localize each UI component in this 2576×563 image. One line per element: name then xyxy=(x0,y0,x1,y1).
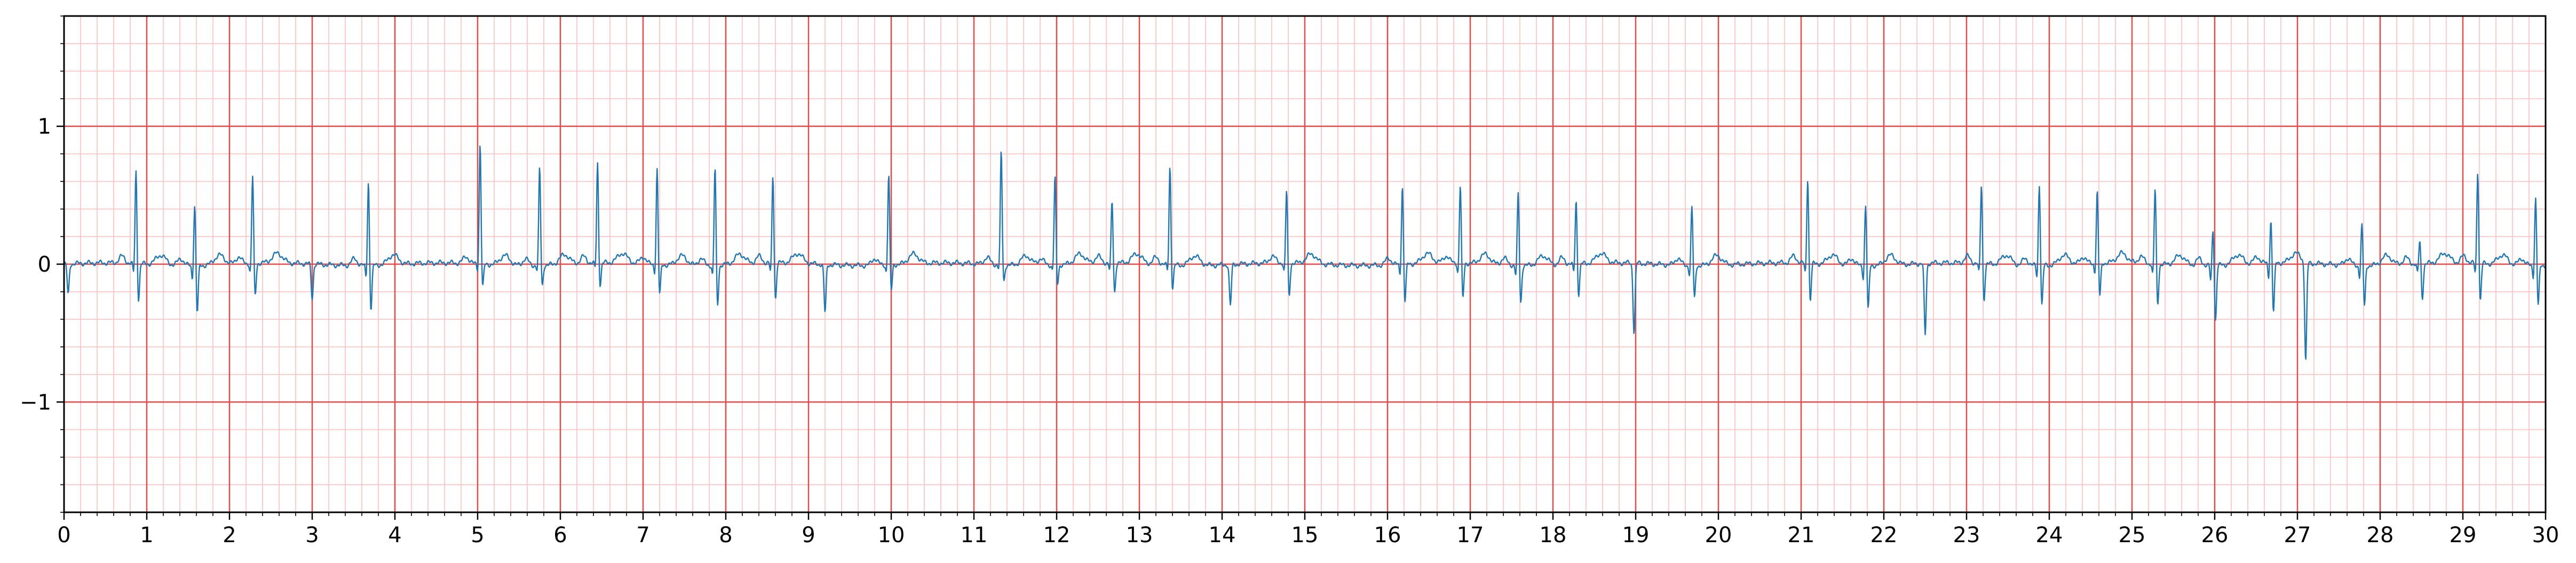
major-grid xyxy=(63,16,2547,512)
x-tick-label: 4 xyxy=(388,523,401,548)
x-tick-label: 24 xyxy=(2036,523,2063,548)
axis-ticks xyxy=(57,15,2547,520)
x-tick-label: 12 xyxy=(1043,523,1071,548)
y-tick-labels: −1 0 1 xyxy=(20,115,51,415)
x-tick-label: 29 xyxy=(2450,523,2477,548)
x-tick-label: 23 xyxy=(1953,523,1980,548)
y-tick-label: −1 xyxy=(20,390,51,415)
x-tick-label: 21 xyxy=(1788,523,1815,548)
x-tick-label: 10 xyxy=(878,523,905,548)
x-tick-label: 14 xyxy=(1209,523,1236,548)
x-tick-label: 16 xyxy=(1374,523,1401,548)
x-tick-label: 3 xyxy=(305,523,319,548)
y-tick-label: 0 xyxy=(38,252,51,277)
x-tick-labels: 0 1 2 3 4 5 6 7 8 9 10 11 12 13 14 15 16 17 18 19 20 21 22 23 24… xyxy=(57,523,2559,548)
y-tick-label: 1 xyxy=(38,115,51,139)
x-tick-label: 18 xyxy=(1540,523,1567,548)
x-tick-label: 7 xyxy=(636,523,649,548)
ecg-trace-line xyxy=(63,145,2546,360)
x-tick-label: 9 xyxy=(802,523,815,548)
x-tick-label: 17 xyxy=(1457,523,1484,548)
x-tick-label: 15 xyxy=(1291,523,1319,548)
x-tick-label: 8 xyxy=(719,523,732,548)
x-tick-label: 25 xyxy=(2119,523,2146,548)
x-tick-label: 11 xyxy=(961,523,988,548)
x-tick-label: 28 xyxy=(2367,523,2394,548)
x-tick-label: 19 xyxy=(1622,523,1650,548)
x-tick-label: 13 xyxy=(1126,523,1153,548)
x-tick-label: 1 xyxy=(140,523,153,548)
x-tick-label: 26 xyxy=(2201,523,2229,548)
x-tick-label: 5 xyxy=(471,523,484,548)
x-tick-label: 27 xyxy=(2284,523,2311,548)
x-tick-label: 6 xyxy=(553,523,567,548)
ecg-trace-layer xyxy=(63,145,2546,360)
x-tick-label: 22 xyxy=(1870,523,1898,548)
x-tick-label: 30 xyxy=(2532,523,2559,548)
x-tick-label: 2 xyxy=(223,523,236,548)
x-tick-label: 0 xyxy=(57,523,70,548)
x-tick-label: 20 xyxy=(1705,523,1732,548)
